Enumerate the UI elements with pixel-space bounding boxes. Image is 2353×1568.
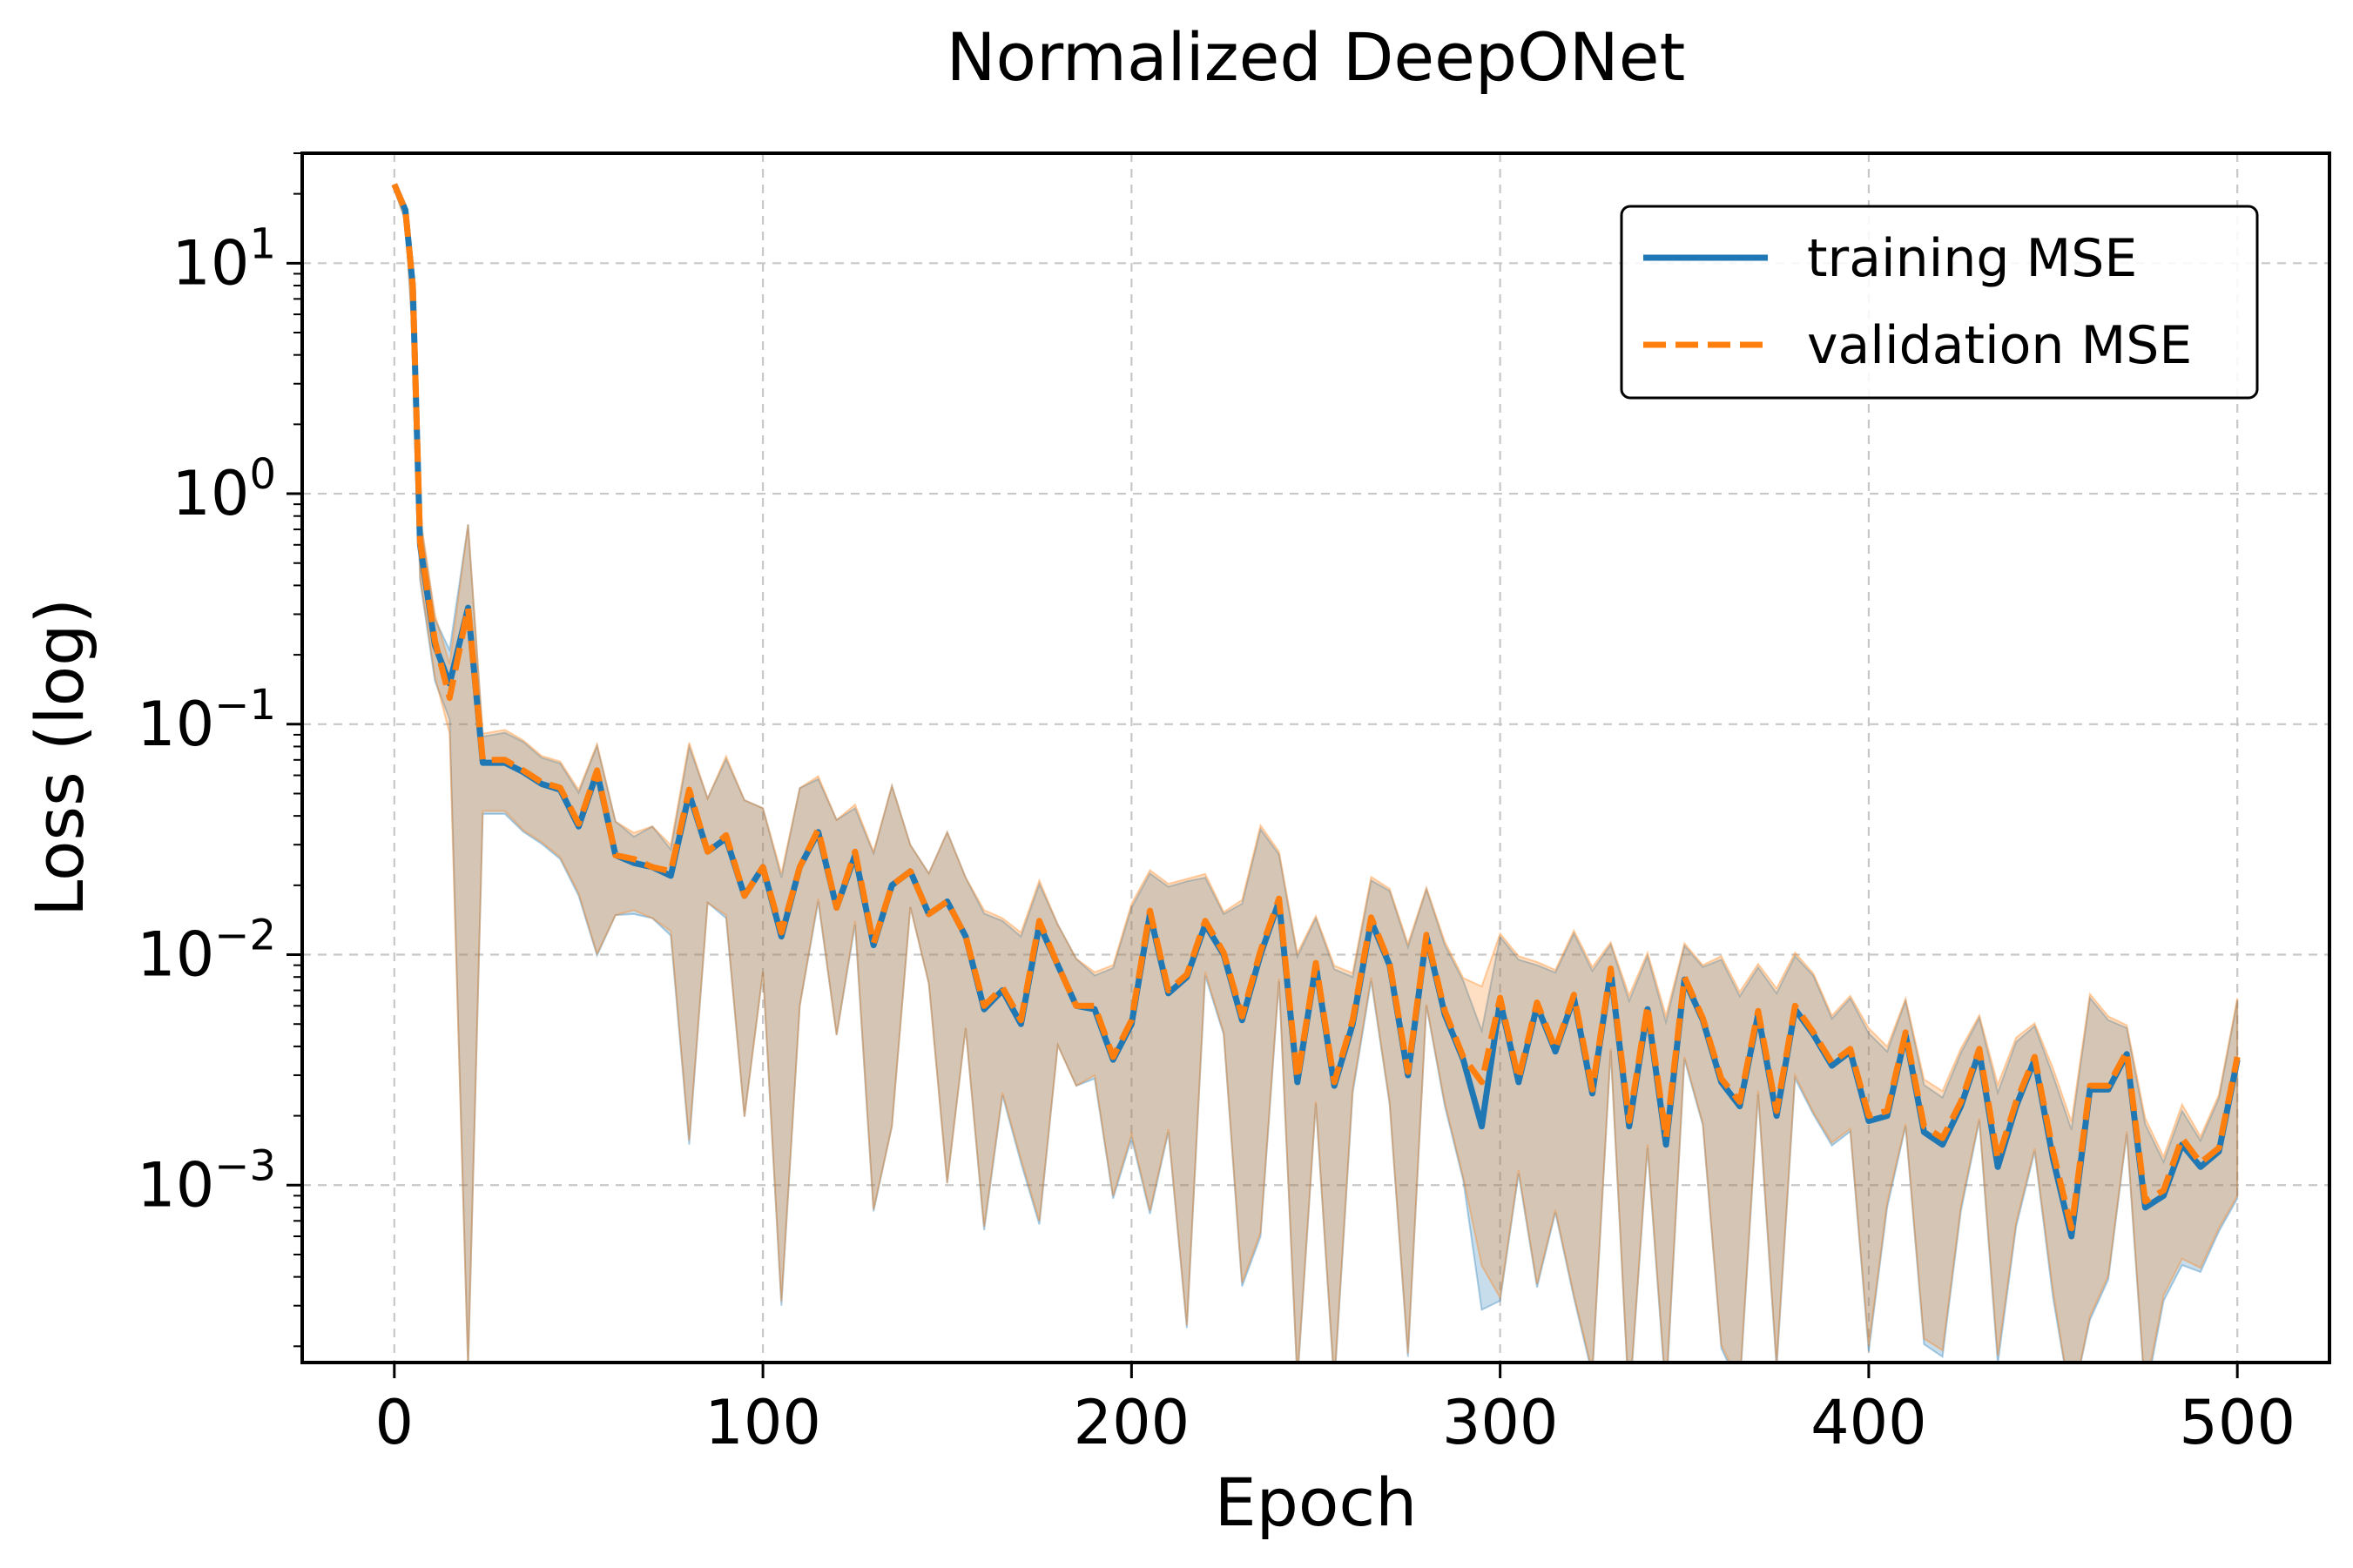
chart-title: Normalized DeepONet — [947, 18, 1686, 96]
series-lines — [391, 183, 2241, 1240]
y-tick-label: 101 — [172, 219, 276, 299]
legend: training MSE validation MSE — [1620, 205, 2259, 400]
y-tick-label: 10−2 — [137, 912, 276, 991]
y-tick-label: 10−1 — [137, 681, 276, 760]
legend-label-validation: validation MSE — [1807, 315, 2192, 376]
uncertainty-bands — [393, 184, 2239, 1363]
x-tick-label: 200 — [1074, 1387, 1190, 1458]
training-mse-line — [391, 183, 2241, 1240]
validation-band — [393, 184, 2239, 1363]
x-tick-label: 100 — [705, 1387, 821, 1458]
x-axis: 0 100 200 300 400 500 — [375, 1363, 2296, 1458]
legend-label-training: training MSE — [1807, 228, 2137, 289]
x-tick-label: 300 — [1442, 1387, 1559, 1458]
y-axis: 101 100 10−1 10−2 10−3 — [137, 152, 302, 1348]
x-tick-label: 500 — [2179, 1387, 2296, 1458]
x-tick-label: 0 — [375, 1387, 415, 1458]
legend-box — [1620, 205, 2259, 400]
grid-lines — [302, 153, 2329, 1363]
plot-frame — [300, 151, 2331, 1364]
x-axis-label: Epoch — [1215, 1464, 1418, 1541]
training-band — [393, 184, 2239, 1363]
validation-mse-line — [391, 183, 2241, 1232]
x-tick-label: 400 — [1810, 1387, 1927, 1458]
y-tick-label: 10−3 — [137, 1141, 276, 1221]
y-tick-label: 100 — [172, 450, 276, 529]
y-axis-label: Loss (log) — [21, 598, 98, 917]
